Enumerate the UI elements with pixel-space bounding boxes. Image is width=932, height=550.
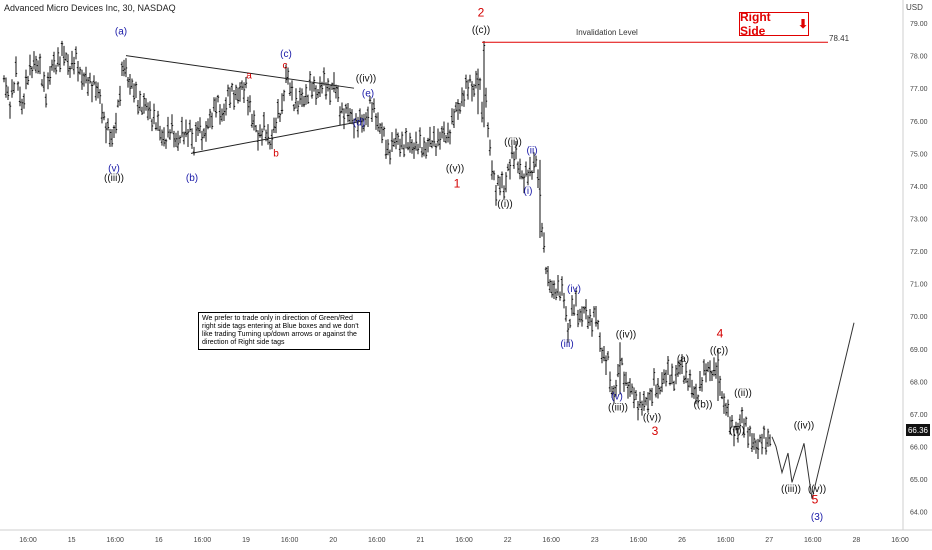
wave-label: ((b)) <box>694 399 713 410</box>
x-tick-label: 16:00 <box>106 537 124 544</box>
wave-label: ((iii)) <box>608 403 628 414</box>
triangle-upper-line <box>125 55 355 89</box>
y-tick-label: 72.00 <box>910 249 928 256</box>
wave-label: ((c)) <box>710 346 728 357</box>
down-arrow-icon: ⬇ <box>797 17 808 31</box>
x-tick-label: 16:00 <box>630 537 648 544</box>
wave-label: 3 <box>652 424 659 438</box>
wave-label: ((iv)) <box>616 329 637 340</box>
x-tick-label: 16:00 <box>368 537 386 544</box>
x-tick-label: 21 <box>417 537 425 544</box>
wave-label: (i) <box>524 186 533 197</box>
wave-label: ((iii)) <box>104 173 124 184</box>
x-tick-label: 16 <box>155 537 163 544</box>
wave-label: (iv) <box>567 284 581 295</box>
wave-label: ((iv)) <box>794 421 815 432</box>
wave-label: ((i)) <box>729 426 745 437</box>
wave-label: ((v)) <box>643 412 661 423</box>
y-tick-label: 68.00 <box>910 379 928 386</box>
y-tick-label: 65.00 <box>910 477 928 484</box>
axis-layer <box>0 0 932 531</box>
x-tick-label: 16:00 <box>717 537 735 544</box>
x-tick-label: 26 <box>678 537 686 544</box>
wave-label: (ii) <box>526 145 537 156</box>
y-tick-label: 77.00 <box>910 86 928 93</box>
y-tick-label: 78.00 <box>910 54 928 61</box>
trading-note: We prefer to trade only in direction of … <box>198 312 370 350</box>
y-tick-label: 76.00 <box>910 119 928 126</box>
wave-label: ((v)) <box>446 163 464 174</box>
wave-label: b <box>273 149 279 160</box>
y-tick-label: 71.00 <box>910 282 928 289</box>
y-tick-label: 69.00 <box>910 347 928 354</box>
wave-label: (a) <box>115 26 127 37</box>
wave-label: (c) <box>280 49 292 60</box>
x-tick-label: 16:00 <box>891 537 909 544</box>
x-tick-label: 16:00 <box>281 537 299 544</box>
wave-label: ((i)) <box>497 199 513 210</box>
y-tick-label: 79.00 <box>910 21 928 28</box>
wave-label: c <box>283 61 288 72</box>
x-tick-label: 22 <box>504 537 512 544</box>
wave-label: (d) <box>353 118 365 129</box>
tick-labels: 79.00 78.00 77.00 76.00 75.00 74.00 73.00 72.00… <box>19 21 927 544</box>
wave-label: (e) <box>362 88 374 99</box>
wave-label: ((v)) <box>808 484 826 495</box>
wave-label: 5 <box>812 493 819 507</box>
x-tick-label: 27 <box>765 537 773 544</box>
y-tick-label: 64.00 <box>910 510 928 517</box>
drawing-layer <box>125 41 855 499</box>
chart-title: Advanced Micro Devices Inc, 30, NASDAQ <box>4 3 176 13</box>
x-tick-label: 19 <box>242 537 250 544</box>
x-tick-label: 16:00 <box>804 537 822 544</box>
y-tick-label: 73.00 <box>910 217 928 224</box>
wave-label: (iii) <box>560 339 573 350</box>
wave-label: (v) <box>108 163 120 174</box>
last-price-badge: 66.36 <box>906 424 930 436</box>
wave-label: 4 <box>717 326 724 340</box>
y-tick-label: 66.00 <box>910 445 928 452</box>
projection-path <box>771 322 855 499</box>
wave-label: (v) <box>611 391 623 402</box>
wave-label: (b) <box>186 173 198 184</box>
x-tick-label: 20 <box>329 537 337 544</box>
x-tick-label: 16:00 <box>542 537 560 544</box>
right-side-tag: Right Side ⬇ <box>739 10 809 38</box>
wave-label: 2 <box>478 6 485 20</box>
invalidation-label: Invalidation Level <box>576 28 638 37</box>
x-tick-label: 16:00 <box>194 537 212 544</box>
wave-labels: (a)(v)((iii)) (b)ab(c)c((iv))(e)(d)((v))1… <box>104 6 826 523</box>
wave-label: ((c)) <box>472 25 490 36</box>
wave-label: ((ii)) <box>504 137 522 148</box>
wave-label: ((iv)) <box>356 74 377 85</box>
price-bars <box>2 40 772 459</box>
y-tick-label: 67.00 <box>910 412 928 419</box>
wave-label: 1 <box>454 177 461 191</box>
y-tick-label: 74.00 <box>910 184 928 191</box>
y-tick-label: 70.00 <box>910 314 928 321</box>
right-side-label: Right Side <box>740 10 771 38</box>
wave-label: a <box>246 70 252 81</box>
x-tick-label: 16:00 <box>455 537 473 544</box>
wave-label: (a) <box>677 354 689 365</box>
y-tick-label: 75.00 <box>910 151 928 158</box>
currency-label: USD <box>906 3 923 12</box>
x-tick-label: 15 <box>68 537 76 544</box>
x-tick-label: 28 <box>853 537 861 544</box>
x-tick-label: 16:00 <box>19 537 37 544</box>
triangle-lower-line <box>190 120 365 154</box>
wave-label: (3) <box>811 512 823 523</box>
x-tick-label: 23 <box>591 537 599 544</box>
wave-label: ((iii)) <box>781 484 801 495</box>
wave-label: ((ii)) <box>734 388 752 399</box>
invalidation-value: 78.41 <box>829 34 850 43</box>
